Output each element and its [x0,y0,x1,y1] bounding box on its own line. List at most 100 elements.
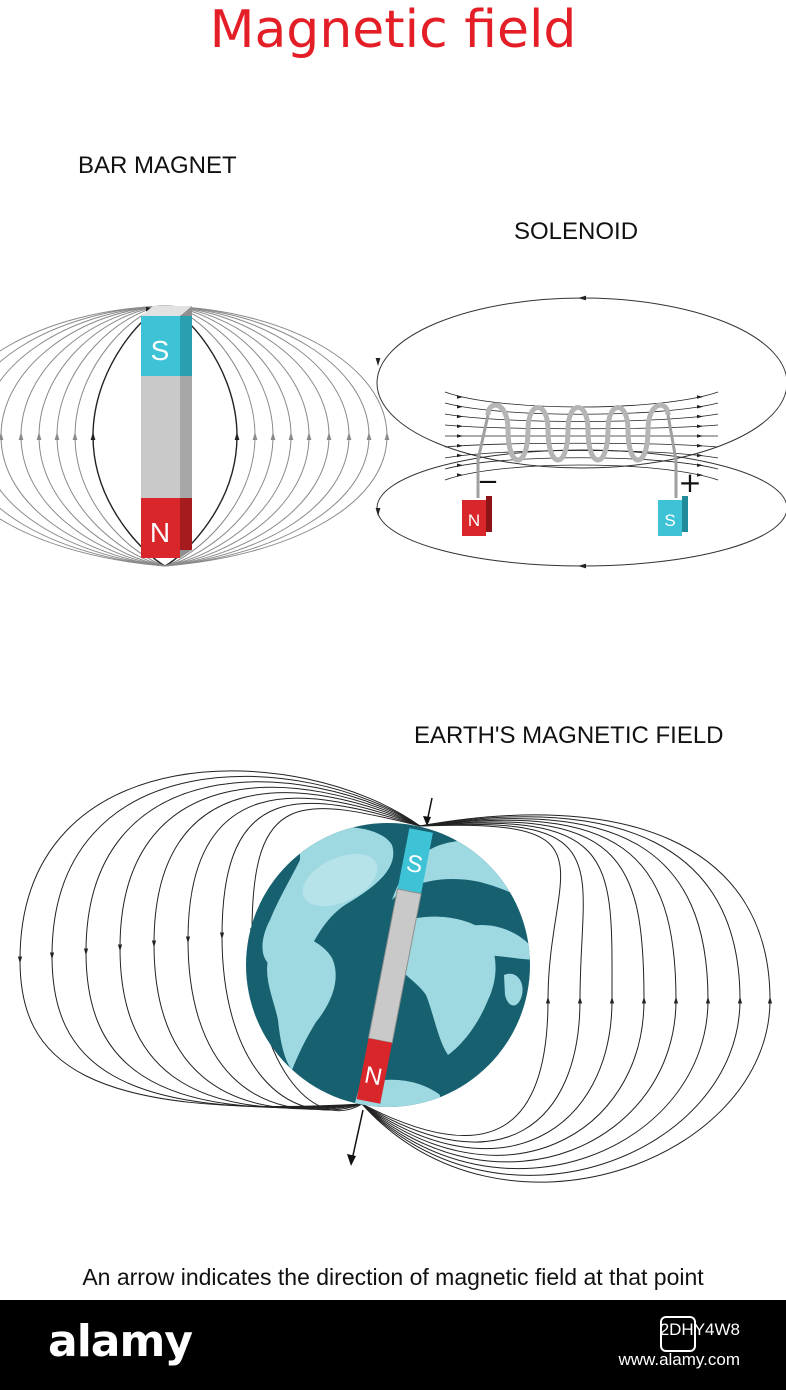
image-id: 2DHY4W8 [659,1320,740,1339]
solenoid-field-arrow-icon [697,395,703,399]
earth-field-line [153,792,421,1110]
bar-field-line [0,305,166,567]
solenoid-field-line [444,457,719,470]
solenoid-field-arrow-icon [457,443,463,448]
solenoid-outer-loop-bottom [376,449,786,567]
solenoid-field-arrow-icon [457,463,463,468]
arrow-icon [423,816,431,826]
earth-field-line [51,775,421,1108]
earth-pole-arrows [347,797,433,1166]
solenoid-field-arrow-icon [697,443,703,448]
earth-field-arrow-icon [609,996,615,1004]
bar-field-arrow-icon [366,432,372,440]
bar-field-arrow-icon [36,432,42,440]
bar-field-arrow-icon [90,432,96,440]
bar-magnet-n-letter: N [150,517,170,548]
bar-field-arrow-icon [0,432,4,440]
solenoid-field-line [444,413,719,422]
bar-field-arrow-icon [270,432,276,440]
solenoid-field-arrow-icon [457,414,463,419]
bar-field-arrow-icon [288,432,294,440]
solenoid-field-arrow-icon [457,473,463,477]
solenoid-field-arrow-icon [697,434,703,438]
earth-field-arrow-icon [767,996,773,1004]
bar-magnet-body [141,376,180,498]
diagram-canvas: S N N S − + [0,295,786,1183]
solenoid-plus-terminal: + [678,466,701,499]
arrow-icon [347,1154,356,1166]
earth-bar-magnet: S N [356,828,433,1104]
solenoid-field-line [444,402,719,415]
solenoid-field-arrow-icon [697,424,703,429]
bar-field-arrow-icon [72,432,78,440]
solenoid-minus-terminal: − [477,467,499,497]
earth-field-label: EARTH'S MAGNETIC FIELD [414,722,724,749]
solenoid-s-letter: S [664,511,675,530]
solenoid-south-block [658,500,682,536]
earth-field-arrow-icon [219,932,225,940]
bar-field-arrow-icon [306,432,312,440]
solenoid-field-line [444,464,719,481]
solenoid-field-arrow-icon [457,395,463,399]
watermark-footer: alamy 2DHY4W8 www.alamy.com [0,1300,786,1390]
earth-field-arrow-icon [185,936,191,944]
image-stamp-icon [660,1316,696,1352]
earth-field-arrow-icon [577,996,583,1004]
caption: An arrow indicates the direction of magn… [82,1264,704,1290]
bar-field-line [164,305,370,567]
solenoid-field-arrow-icon [457,424,463,429]
earth-field-arrow-icon [737,996,743,1004]
solenoid-n-letter: N [468,511,480,530]
solenoid-field-arrow-icon [697,453,703,458]
earth-magnet-s-letter: S [404,850,425,880]
bar-field-arrow-icon [234,432,240,440]
solenoid-loop-arrow-icon [375,508,381,516]
solenoid-diagram: N S − + [375,295,786,569]
bar-field-arrow-icon [346,432,352,440]
solenoid-field-arrow-icon [697,404,703,409]
bar-magnet-south-pole [141,316,180,376]
earth-field-arrow-icon [673,996,679,1004]
earth-magnet-north-pole [356,1038,393,1104]
earth-field-arrow-icon [49,952,55,960]
bar-field-arrow-icon [54,432,60,440]
earth-field-arrow-icon [705,996,711,1004]
solenoid-label: SOLENOID [514,218,639,245]
bar-magnet-north-pole [141,498,180,558]
solenoid-field-arrow-icon [457,404,463,409]
earth-field-arrow-icon [151,940,157,948]
bar-field-arrow-icon [326,432,332,440]
bar-field-line [0,305,166,567]
bar-magnet-s-letter: S [151,335,170,366]
bar-field-arrow-icon [18,432,24,440]
bar-magnet: S N [141,306,192,558]
earth-magnet-south-pole [397,828,433,894]
earth-field-arrow-icon [545,996,551,1004]
earth-field-arrow-icon [641,996,647,1004]
earth-field-arrow-icon [17,956,23,964]
diagram-stage: Magnetic field BAR MAGNET SOLENOID EARTH… [0,0,786,1290]
solenoid-loop-arrow-icon [375,358,381,366]
bar-field-arrow-icon [252,432,258,440]
bar-field-line [164,305,350,567]
bar-field-line [0,305,166,567]
solenoid-field-line [444,424,719,430]
solenoid-outer-loop-top [376,297,786,469]
earth-field-line [361,814,771,1183]
earth-magnet-n-letter: N [362,1062,384,1092]
solenoid-north-block [462,500,486,536]
bar-field-arrow-icon [384,432,390,440]
solenoid-field-arrow-icon [697,463,703,468]
solenoid-field-arrow-icon [697,473,703,477]
solenoid-field-arrow-icon [457,434,463,438]
page-title: Magnetic field [209,0,577,60]
solenoid-coil [485,402,671,463]
alamy-logo: alamy [48,1316,193,1367]
earth-field-arrow-icon [117,944,123,952]
site-url: www.alamy.com [618,1350,740,1369]
solenoid-loop-arrow-icon [578,295,586,301]
bar-magnet-label: BAR MAGNET [78,152,237,179]
bar-magnet-field-lines [0,305,390,567]
solenoid-field-line [444,450,719,459]
solenoid-field-line [444,442,719,448]
